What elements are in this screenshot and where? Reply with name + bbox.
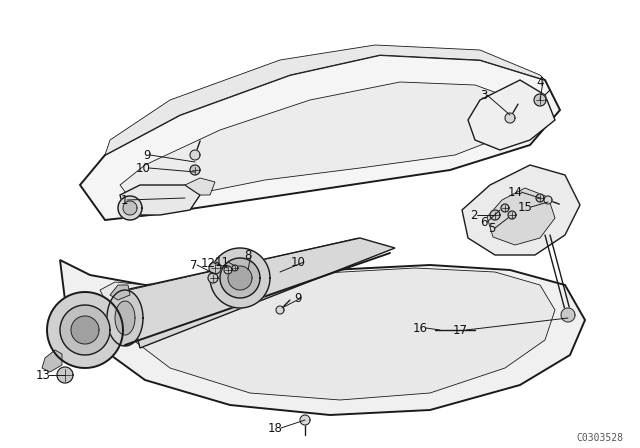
Polygon shape — [536, 194, 544, 202]
Polygon shape — [190, 165, 200, 175]
Text: 15: 15 — [518, 201, 532, 214]
Polygon shape — [224, 266, 232, 274]
Polygon shape — [60, 305, 110, 355]
Text: C0303528: C0303528 — [577, 433, 623, 443]
Text: 1: 1 — [120, 194, 128, 207]
Polygon shape — [42, 350, 62, 372]
Polygon shape — [561, 308, 575, 322]
Polygon shape — [210, 248, 270, 308]
Polygon shape — [468, 80, 555, 150]
Polygon shape — [118, 196, 142, 220]
Polygon shape — [190, 150, 200, 160]
Text: 14: 14 — [508, 185, 522, 198]
Polygon shape — [105, 45, 545, 155]
Polygon shape — [110, 285, 130, 300]
Text: 16: 16 — [413, 322, 428, 335]
Text: 5: 5 — [488, 221, 496, 234]
Text: 13: 13 — [36, 369, 51, 382]
Text: 10: 10 — [136, 161, 150, 175]
Polygon shape — [60, 260, 585, 415]
Polygon shape — [276, 306, 284, 314]
Polygon shape — [123, 201, 137, 215]
Polygon shape — [208, 273, 218, 283]
Text: 10: 10 — [291, 255, 305, 268]
Polygon shape — [505, 113, 515, 123]
Polygon shape — [47, 292, 123, 368]
Text: 8: 8 — [244, 249, 252, 262]
Polygon shape — [544, 196, 552, 204]
Text: 11: 11 — [214, 255, 230, 268]
Text: 6: 6 — [480, 215, 488, 228]
Text: 7: 7 — [190, 258, 198, 271]
Polygon shape — [490, 210, 500, 220]
Text: 17: 17 — [452, 323, 467, 336]
Polygon shape — [107, 290, 143, 346]
Polygon shape — [501, 204, 509, 212]
Text: 3: 3 — [480, 89, 488, 102]
Polygon shape — [209, 262, 221, 274]
Polygon shape — [71, 316, 99, 344]
Polygon shape — [115, 301, 135, 335]
Text: 9: 9 — [143, 148, 151, 161]
Text: 12: 12 — [200, 257, 216, 270]
Polygon shape — [120, 82, 530, 205]
Polygon shape — [487, 188, 555, 245]
Polygon shape — [508, 211, 516, 219]
Polygon shape — [120, 185, 200, 215]
Polygon shape — [185, 178, 215, 195]
Text: 18: 18 — [268, 422, 282, 435]
Polygon shape — [100, 268, 555, 400]
Polygon shape — [125, 238, 395, 348]
Polygon shape — [534, 94, 546, 106]
Polygon shape — [57, 367, 73, 383]
Polygon shape — [80, 55, 560, 220]
Polygon shape — [232, 265, 238, 271]
Polygon shape — [462, 165, 580, 255]
Polygon shape — [228, 266, 252, 290]
Polygon shape — [220, 258, 260, 298]
Text: 9: 9 — [294, 292, 301, 305]
Polygon shape — [55, 295, 120, 358]
Polygon shape — [300, 415, 310, 425]
Text: 2: 2 — [470, 208, 477, 221]
Text: 4: 4 — [536, 76, 544, 89]
